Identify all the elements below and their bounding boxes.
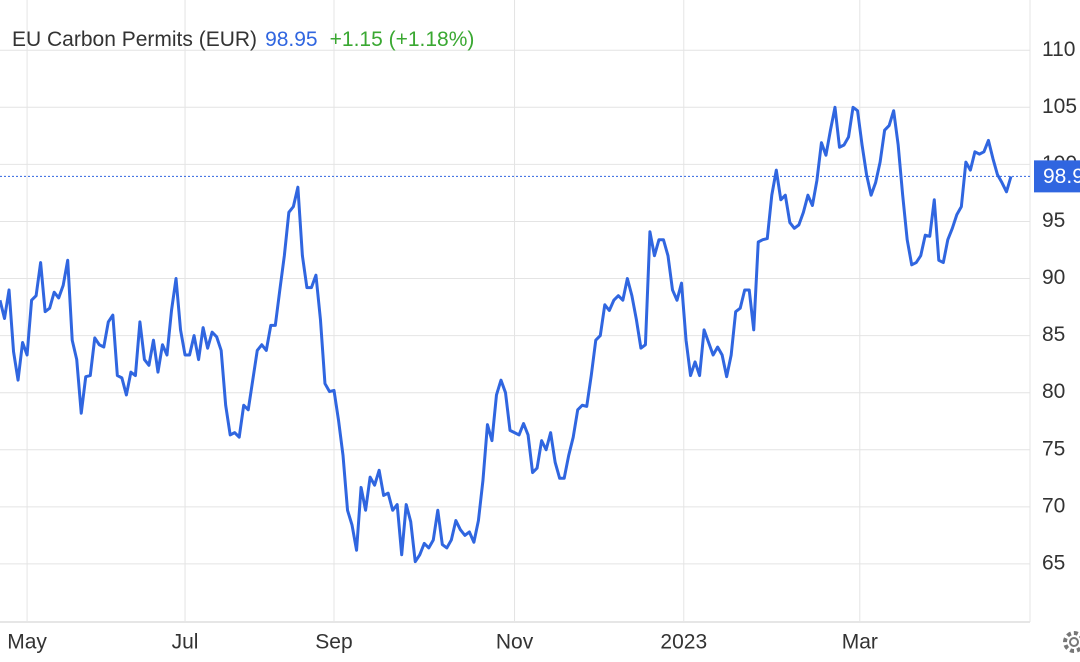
chart-title: EU Carbon Permits (EUR) 98.95 +1.15 (+1.18… xyxy=(12,28,474,51)
x-tick-label: 2023 xyxy=(660,631,707,654)
x-tick-label: Nov xyxy=(496,631,534,654)
y-tick-label: 65 xyxy=(1042,551,1065,574)
y-tick-label: 105 xyxy=(1042,95,1077,118)
last-price-label: 98.95 xyxy=(1043,165,1080,188)
x-tick-label: Jul xyxy=(172,631,199,654)
y-tick-label: 75 xyxy=(1042,437,1065,460)
y-tick-label: 90 xyxy=(1042,266,1065,289)
x-tick-label: Mar xyxy=(842,631,878,654)
last-price: 98.95 xyxy=(265,28,318,51)
x-tick-label: May xyxy=(7,631,47,654)
price-line xyxy=(0,105,1013,564)
x-tick-label: Sep xyxy=(315,631,352,654)
last-price-box xyxy=(1034,160,1080,193)
settings-icon[interactable] xyxy=(1063,631,1080,653)
y-tick-label: 80 xyxy=(1042,380,1065,403)
y-tick-label: 95 xyxy=(1042,209,1065,232)
y-tick-label: 85 xyxy=(1042,323,1065,346)
title: EU Carbon Permits (EUR) xyxy=(12,28,257,51)
y-tick-label: 70 xyxy=(1042,494,1065,517)
change: +1.15 (+1.18%) xyxy=(330,28,475,51)
gear-hub xyxy=(1069,637,1079,647)
y-tick-label: 110 xyxy=(1042,38,1075,61)
gear xyxy=(1063,631,1080,653)
